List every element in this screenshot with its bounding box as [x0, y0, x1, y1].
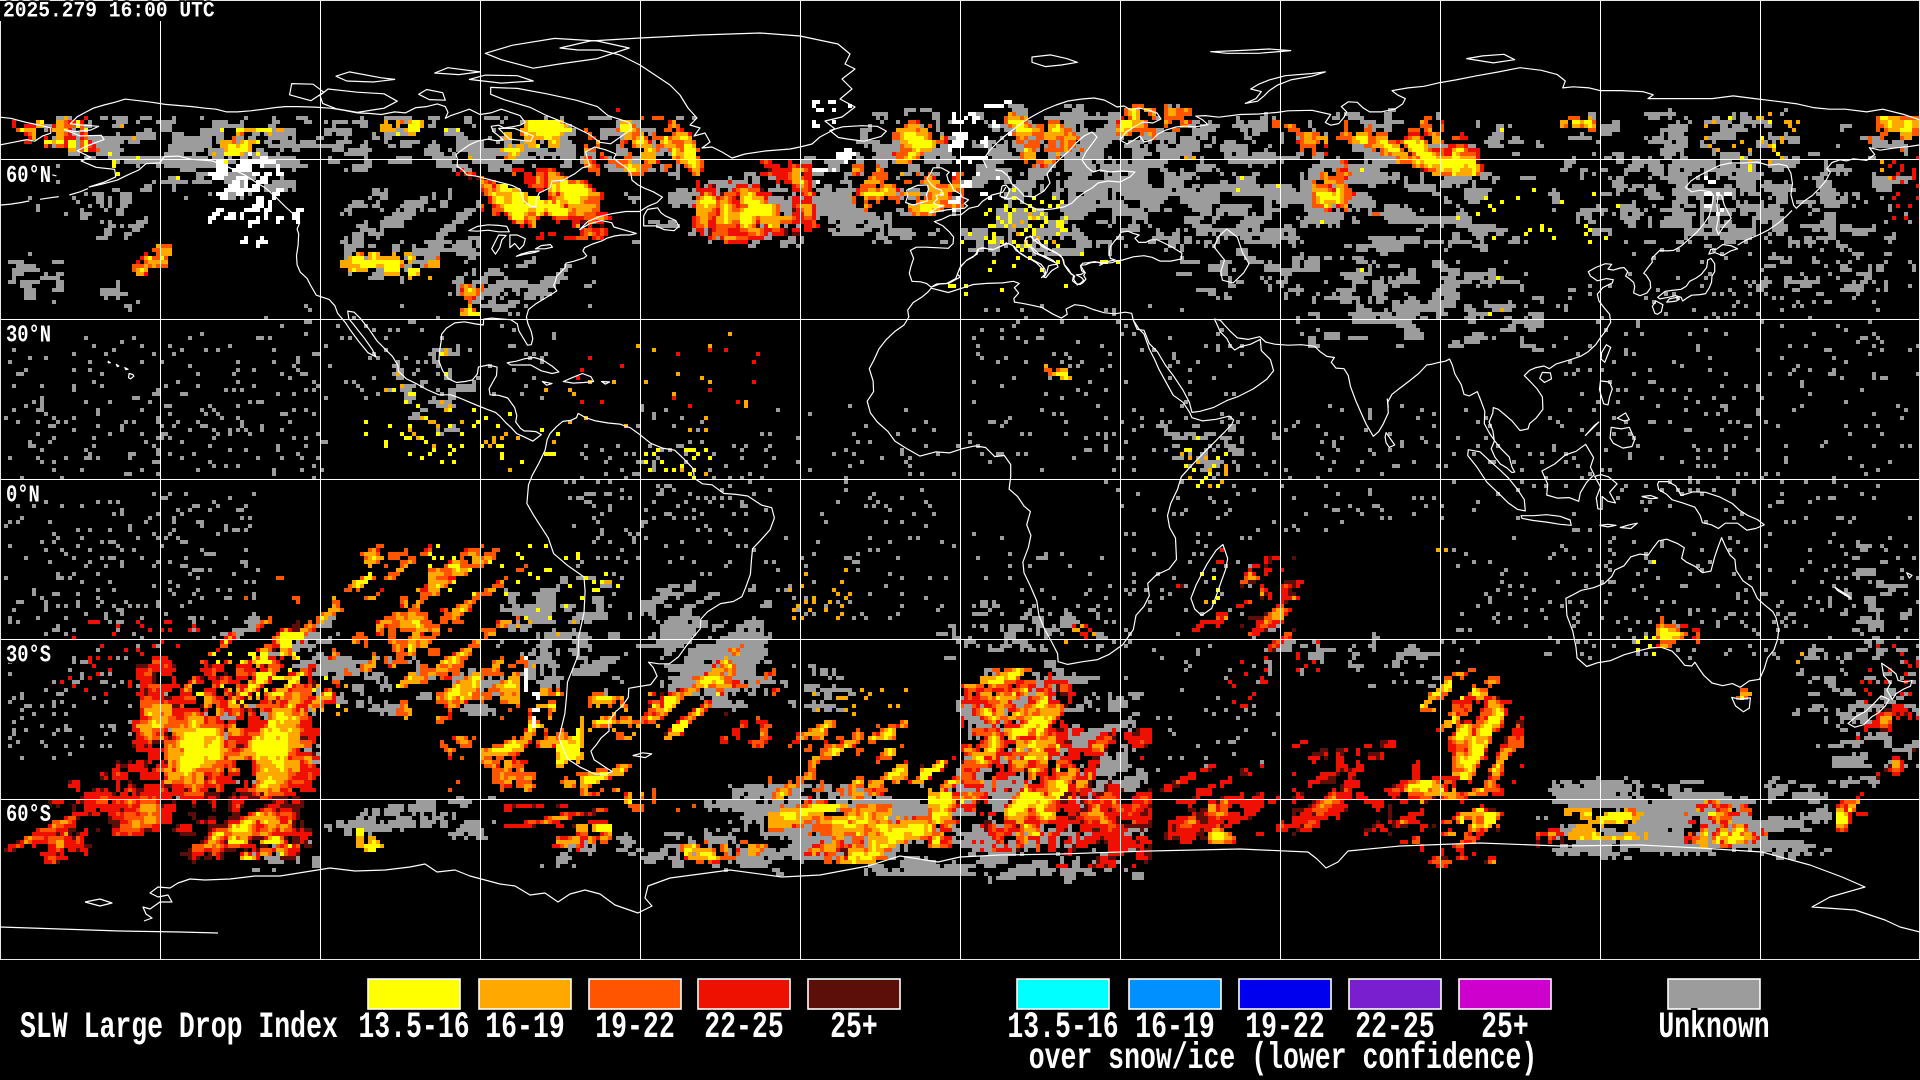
svg-text:over snow/ice (lower confidenc: over snow/ice (lower confidence) [1029, 1037, 1538, 1080]
svg-text:13.5-16: 13.5-16 [1007, 1006, 1118, 1049]
svg-text:22-25: 22-25 [704, 1006, 783, 1049]
svg-text:16-19: 16-19 [485, 1006, 564, 1049]
svg-text:0°N: 0°N [6, 483, 40, 510]
svg-text:60°N: 60°N [6, 163, 51, 190]
svg-text:Unknown: Unknown [1658, 1006, 1769, 1049]
svg-text:19-22: 19-22 [595, 1006, 674, 1049]
svg-text:25+: 25+ [830, 1006, 878, 1049]
svg-text:2025.279 16:00 UTC: 2025.279 16:00 UTC [3, 0, 215, 24]
svg-text:13.5-16: 13.5-16 [358, 1006, 469, 1049]
svg-text:SLW Large Drop Index: SLW Large Drop Index [20, 1006, 338, 1049]
svg-text:60°S: 60°S [6, 802, 51, 829]
svg-text:19-22: 19-22 [1245, 1006, 1324, 1049]
svg-text:30°S: 30°S [6, 642, 51, 669]
svg-text:16-19: 16-19 [1135, 1006, 1214, 1049]
svg-text:30°N: 30°N [6, 323, 51, 350]
svg-text:25+: 25+ [1481, 1006, 1529, 1049]
svg-text:22-25: 22-25 [1355, 1006, 1434, 1049]
